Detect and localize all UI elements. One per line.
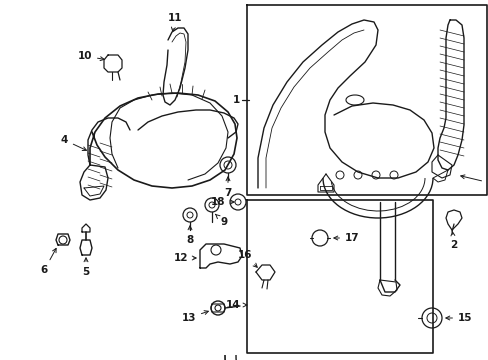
Text: 13: 13 bbox=[181, 311, 208, 323]
Text: 9: 9 bbox=[215, 214, 227, 227]
Text: 16: 16 bbox=[237, 250, 257, 267]
Text: 18: 18 bbox=[210, 197, 234, 207]
Text: 17: 17 bbox=[333, 233, 359, 243]
Text: 6: 6 bbox=[41, 248, 56, 275]
Text: 15: 15 bbox=[445, 313, 471, 323]
Text: 2: 2 bbox=[449, 232, 457, 250]
Text: 3: 3 bbox=[460, 175, 488, 188]
Text: 12: 12 bbox=[173, 253, 196, 263]
Text: 8: 8 bbox=[186, 226, 193, 245]
Text: 5: 5 bbox=[82, 258, 89, 277]
Text: 4: 4 bbox=[61, 135, 86, 150]
Text: 7: 7 bbox=[224, 177, 231, 198]
Text: 1: 1 bbox=[232, 95, 240, 105]
Text: 10: 10 bbox=[77, 51, 104, 61]
Text: 14: 14 bbox=[225, 300, 246, 310]
Text: 11: 11 bbox=[167, 13, 182, 31]
